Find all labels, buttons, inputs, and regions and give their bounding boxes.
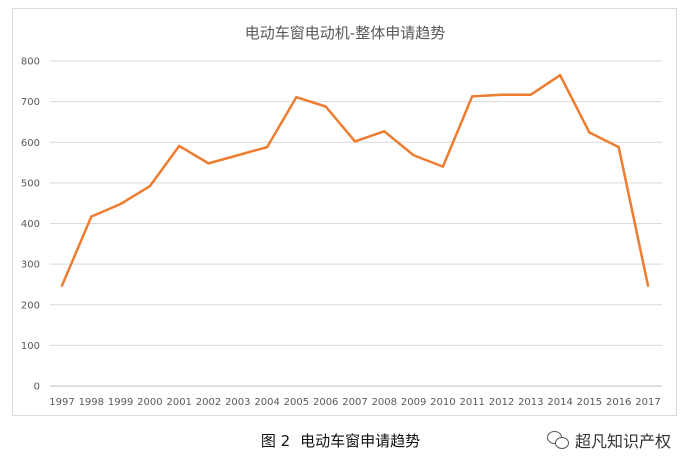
x-tick-label: 2005 [284, 397, 309, 408]
x-tick-label: 2013 [518, 397, 543, 408]
data-point [471, 95, 474, 98]
x-axis-ticks: 1997 1998 1999 2000 2001 2002 2003 2004 2005 2006… [49, 397, 660, 408]
series-line [60, 73, 650, 287]
y-tick-label: 200 [21, 300, 40, 311]
x-tick-label: 2009 [401, 397, 426, 408]
x-tick-label: 2006 [313, 397, 338, 408]
y-tick-label: 600 [21, 138, 40, 149]
gridlines [50, 60, 662, 387]
y-tick-label: 500 [21, 178, 40, 189]
y-tick-label: 100 [21, 341, 40, 352]
y-tick-label: 700 [21, 97, 40, 108]
series-layer [60, 73, 650, 287]
data-point [558, 74, 562, 77]
figure-caption: 图 2 电动车窗申请趋势 [0, 430, 691, 451]
data-point [236, 154, 239, 157]
x-tick-label: 2008 [372, 397, 397, 408]
y-tick-label: 0 [34, 382, 40, 393]
data-point [265, 145, 269, 149]
y-axis-ticks: 0 100 200 300 400 500 600 700 800 [21, 57, 40, 393]
figure-caption-text: 电动车窗申请趋势 [300, 432, 421, 450]
x-tick-label: 2004 [254, 397, 279, 408]
x-tick-label: 2015 [577, 397, 602, 408]
data-point [90, 215, 93, 218]
data-point [60, 284, 64, 287]
x-tick-label: 2014 [547, 397, 572, 408]
data-point [178, 144, 181, 148]
x-tick-label: 2000 [137, 397, 162, 408]
x-tick-label: 2003 [225, 397, 250, 408]
y-tick-label: 400 [21, 219, 40, 230]
figure-label: 图 2 [260, 432, 291, 450]
x-tick-label: 1997 [49, 397, 74, 408]
data-point [324, 105, 327, 108]
data-point [529, 93, 532, 96]
x-tick-label: 2010 [430, 397, 455, 408]
x-tick-label: 2016 [606, 397, 631, 408]
data-point [119, 202, 122, 206]
data-point [383, 130, 386, 133]
chart-frame [12, 8, 677, 416]
x-tick-label: 2011 [459, 397, 484, 408]
x-tick-label: 2001 [166, 397, 191, 408]
x-tick-label: 2012 [489, 397, 514, 408]
x-tick-label: 2007 [342, 397, 367, 408]
x-tick-label: 2002 [196, 397, 221, 408]
watermark-text: 超凡知识产权 [574, 432, 671, 451]
wechat-icon [546, 431, 569, 449]
data-point [588, 131, 591, 134]
data-point [295, 95, 298, 99]
data-point [353, 140, 357, 143]
x-tick-label: 1998 [79, 397, 104, 408]
data-point [500, 93, 503, 96]
x-tick-label: 2017 [635, 397, 660, 408]
data-point [646, 284, 650, 287]
data-point [617, 145, 620, 149]
y-tick-label: 800 [21, 57, 40, 68]
y-tick-label: 300 [21, 260, 40, 271]
data-point [148, 184, 152, 188]
data-point [412, 154, 415, 157]
x-tick-label: 1999 [108, 397, 133, 408]
watermark: 超凡知识产权 [546, 428, 671, 452]
data-point [207, 162, 210, 165]
data-point [441, 165, 445, 168]
chart-title: 电动车窗电动机-整体申请趋势 [245, 24, 445, 42]
